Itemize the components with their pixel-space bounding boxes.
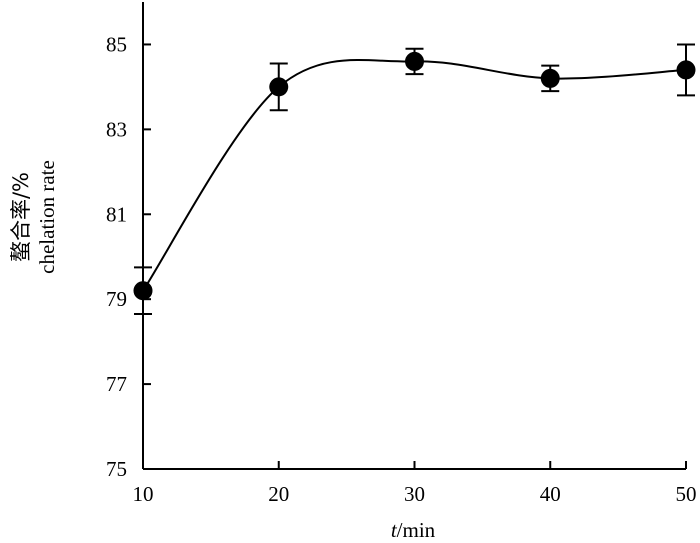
x-tick-label: 30 [404, 482, 425, 506]
y-axis-title-en: chelation rate [35, 160, 59, 274]
data-point [133, 281, 153, 301]
x-tick-label: 10 [133, 482, 154, 506]
y-axis-title: 螯合率/% [9, 172, 33, 262]
data-point [676, 60, 696, 80]
y-tick-label: 85 [106, 32, 127, 56]
y-tick-label: 83 [106, 117, 127, 141]
data-point [405, 51, 424, 71]
x-axis-title: t/min [391, 518, 436, 542]
x-tick-label: 50 [676, 482, 697, 506]
error-bars [134, 43, 695, 316]
y-tick-label: 79 [106, 287, 127, 311]
x-tick-label: 40 [540, 482, 561, 506]
series-line [142, 59, 687, 292]
y-tick-label: 75 [106, 457, 127, 481]
y-axis-title-cn: 螯合率/% [9, 172, 33, 262]
y-axis-title-en-group: chelation rate [35, 160, 59, 274]
y-axis-ticks: 75 77 79 81 83 85 [106, 32, 151, 481]
y-tick-label: 81 [106, 202, 127, 226]
data-point [269, 77, 289, 97]
x-axis-ticks: 10 20 30 40 50 [133, 461, 697, 506]
data-point [540, 68, 560, 88]
curve-layer [142, 59, 687, 292]
data-points [133, 51, 696, 301]
x-tick-label: 20 [268, 482, 289, 506]
y-tick-label: 77 [106, 372, 127, 396]
